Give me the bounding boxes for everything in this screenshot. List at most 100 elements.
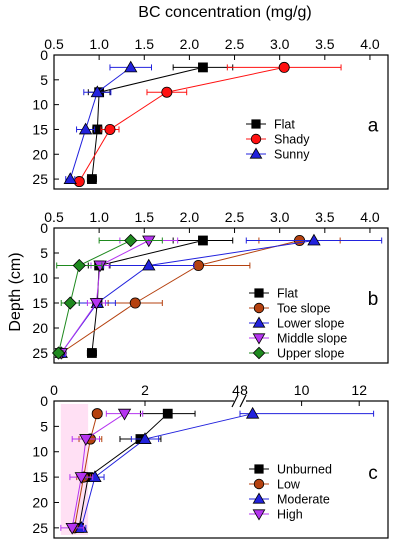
y-tick-label: 0 (40, 47, 48, 63)
x-tick-label: 3.0 (270, 209, 290, 225)
plot-frame (53, 54, 389, 190)
legend-label: Flat (277, 287, 298, 301)
axis-break-mark (231, 394, 239, 408)
data-point (104, 123, 116, 135)
series-line (60, 240, 150, 354)
y-tick-label: 0 (40, 220, 48, 236)
series-moderate (74, 406, 375, 533)
y-tick-label: 5 (40, 245, 48, 261)
panel-label: a (368, 115, 379, 136)
legend-marker (252, 492, 266, 504)
series-flat (86, 62, 234, 184)
data-point (117, 408, 132, 421)
series-high (60, 408, 144, 535)
y-tick-label: 15 (32, 121, 48, 137)
x-tick-label: 10 (294, 382, 310, 398)
legend-label: Upper slope (277, 347, 344, 361)
data-point (89, 298, 104, 310)
y-tick-label: 25 (32, 520, 48, 536)
legend-marker (253, 478, 265, 490)
x-tick-label: 3.5 (315, 36, 335, 52)
x-tick-label: 4.0 (360, 36, 380, 52)
y-axis-title: Depth (cm) (7, 252, 24, 331)
y-tick-label: 15 (32, 469, 48, 485)
legend-label: Unburned (277, 463, 332, 477)
legend-marker (254, 288, 264, 298)
series-upper-slope (51, 233, 163, 360)
x-tick-label: 2 (141, 382, 149, 398)
data-point (142, 235, 156, 248)
series-line (78, 66, 285, 182)
y-tick-label: 10 (32, 270, 48, 286)
legend-marker (253, 302, 265, 314)
data-point (129, 297, 141, 309)
data-point (74, 521, 88, 533)
plot-frame (53, 227, 389, 364)
x-tick-label: 1.0 (89, 209, 109, 225)
data-point (124, 60, 138, 73)
data-point (245, 406, 260, 419)
x-tick-label: 0.5 (44, 209, 64, 225)
series-line (69, 67, 132, 180)
x-tick-label: 2.0 (180, 209, 200, 225)
y-tick-label: 5 (40, 418, 48, 434)
x-tick-label: 8 (240, 382, 248, 398)
data-point (87, 174, 97, 184)
data-point (51, 346, 66, 360)
x-tick-label: 0 (50, 382, 58, 398)
data-point (65, 522, 79, 535)
x-tick-label: 3.0 (270, 36, 290, 52)
series-line (91, 66, 204, 180)
data-point (161, 86, 173, 98)
data-point (93, 260, 107, 273)
data-point (72, 258, 86, 273)
data-point (74, 472, 88, 484)
axis-break-gap (234, 396, 246, 406)
data-point (79, 434, 93, 446)
series-sunny (63, 60, 152, 184)
data-point (63, 172, 77, 184)
data-point (198, 62, 208, 73)
y-tick-label: 5 (40, 72, 48, 88)
data-point (91, 408, 103, 420)
data-point (124, 233, 138, 248)
data-point (78, 122, 93, 135)
series-unburned (73, 408, 196, 533)
series-line (80, 413, 253, 528)
series-line (60, 240, 300, 354)
legend-label: Sunny (274, 148, 310, 162)
y-tick-label: 25 (32, 345, 48, 361)
axis-break-mark (239, 394, 247, 408)
legend-label: Moderate (277, 493, 330, 507)
legend-label: Toe slope (277, 302, 331, 316)
series-shady (73, 61, 342, 188)
legend-marker (252, 316, 266, 328)
y-tick-label: 10 (32, 444, 48, 460)
data-point (307, 233, 321, 246)
data-point (63, 296, 77, 310)
x-axis-title: BC concentration (mg/g) (138, 4, 311, 21)
x-tick-label: 2.5 (225, 209, 245, 225)
legend-marker (252, 333, 266, 345)
legend-marker (251, 119, 261, 129)
y-tick-label: 10 (32, 97, 48, 113)
data-point (278, 61, 290, 73)
data-point (87, 348, 97, 358)
panel-label: b (368, 289, 379, 310)
x-tick-label: 4 (232, 382, 240, 398)
legend-label: Flat (274, 118, 295, 132)
series-flat (86, 235, 234, 358)
y-tick-label: 15 (32, 295, 48, 311)
x-tick-label: 1.0 (89, 36, 109, 52)
panel-c-chart: 0 2 4 8 10 12 0 5 10 15 20 25 UnburnedLowModerateHig… (32, 382, 389, 539)
series-middle-slope (54, 235, 179, 360)
y-tick-label: 20 (32, 146, 48, 162)
data-point (138, 432, 152, 444)
series-line (71, 413, 125, 528)
data-point (88, 470, 102, 483)
legend-label: Lower slope (277, 317, 344, 331)
plot-frame (53, 400, 389, 539)
x-tick-label: 1.5 (135, 209, 155, 225)
x-tick-label: 2.0 (180, 36, 200, 52)
data-point (198, 235, 208, 246)
